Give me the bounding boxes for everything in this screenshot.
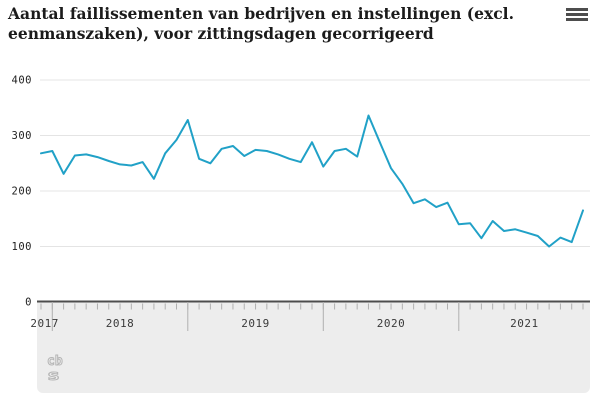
year-label: 2017 — [30, 317, 59, 330]
year-label: 2021 — [510, 317, 539, 330]
y-tick-label: 300 — [12, 130, 32, 142]
chart-title-line1: Aantal faillissementen van bedrijven en … — [8, 4, 514, 23]
hamburger-menu-icon — [566, 8, 588, 21]
svg-text:cb: cb — [47, 354, 63, 369]
timeline-panel — [37, 302, 590, 393]
cbs-logo-icon: cb s — [46, 354, 63, 385]
year-label: 2020 — [377, 317, 406, 330]
data-line — [40, 114, 584, 248]
y-tick-label: 100 — [12, 241, 32, 253]
chart-title: Aantal faillissementen van bedrijven en … — [8, 4, 560, 44]
y-tick-label: 200 — [12, 186, 32, 198]
year-label: 2019 — [241, 317, 270, 330]
year-label: 2018 — [106, 317, 135, 330]
chart-menu-button[interactable] — [566, 8, 588, 24]
chart-title-line2: eenmanszaken), voor zittingsdagen gecorr… — [8, 24, 434, 43]
y-tick-label: 0 — [25, 297, 32, 309]
svg-text:s: s — [47, 368, 60, 384]
y-tick-label: 400 — [12, 75, 32, 87]
